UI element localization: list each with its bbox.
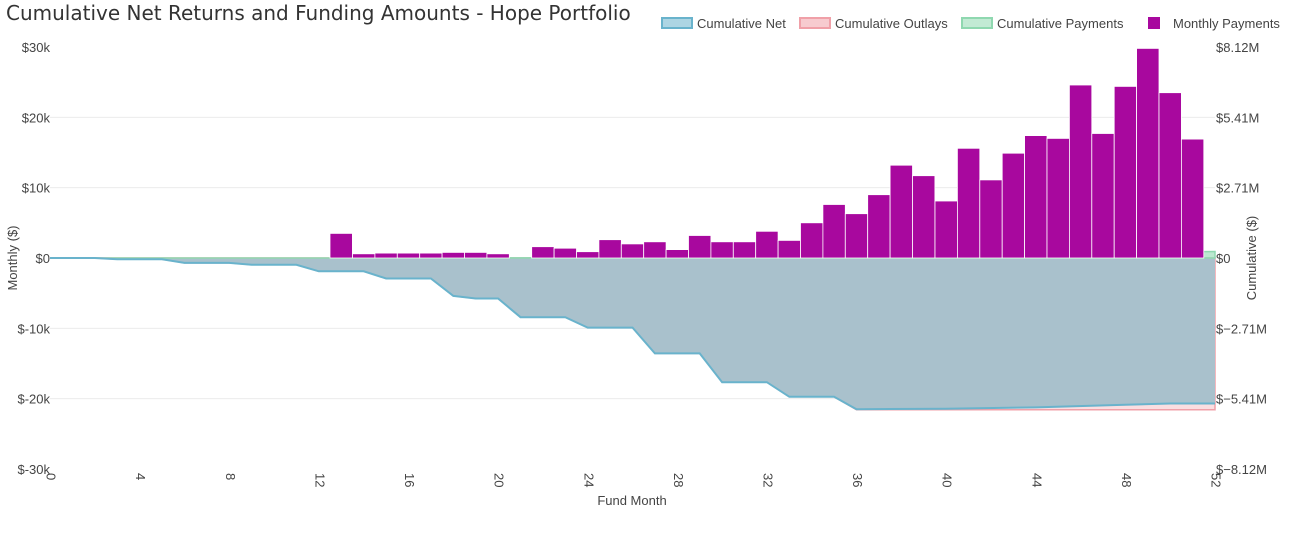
x-tick-label: 28 (671, 473, 686, 487)
monthly-payment-bar (419, 252, 443, 259)
left-tick-label: $-10k (17, 321, 50, 336)
right-tick-label: $−2.71M (1216, 321, 1267, 336)
monthly-bars (329, 48, 1205, 259)
monthly-payment-bar (553, 247, 577, 259)
monthly-payment-bar (1046, 137, 1070, 259)
monthly-payment-bar (1158, 92, 1182, 259)
x-axis-ticks: 0 4 8 12 16 20 24 28 32 36 40 44 48 52 (44, 473, 1224, 487)
x-tick-label: 20 (492, 473, 507, 487)
legend: Cumulative Net Cumulative Outlays Cumulati… (661, 16, 1280, 31)
cumulative-net-line (50, 257, 1215, 411)
x-axis-title: Fund Month (597, 493, 666, 508)
monthly-payment-bar (329, 232, 353, 259)
monthly-payment-bar (1001, 152, 1026, 259)
x-tick-label: 0 (44, 473, 59, 480)
right-tick-label: $2.71M (1216, 181, 1259, 196)
left-tick-label: $-20k (17, 392, 50, 407)
monthly-payment-bar (1091, 133, 1115, 259)
monthly-payment-bar (576, 251, 600, 259)
monthly-payment-bar (777, 239, 801, 259)
legend-swatch (661, 17, 693, 29)
x-tick-label: 16 (402, 473, 417, 487)
monthly-payment-bar (912, 175, 936, 259)
monthly-payment-bar (867, 194, 891, 259)
monthly-payment-bar (441, 251, 465, 259)
legend-swatch (1148, 17, 1160, 29)
monthly-payment-bar (979, 179, 1003, 259)
monthly-payment-bar (643, 241, 667, 259)
left-tick-label: $20k (22, 110, 51, 125)
monthly-payment-bar (688, 235, 712, 259)
monthly-payment-bar (957, 147, 981, 259)
x-tick-label: 4 (133, 473, 148, 480)
monthly-payment-bar (755, 230, 779, 259)
x-tick-label: 24 (581, 473, 596, 487)
cumulative-areas (50, 250, 1216, 411)
monthly-payment-bar (710, 241, 734, 259)
left-tick-label: $10k (22, 181, 51, 196)
monthly-payment-bar (352, 253, 376, 259)
monthly-payment-bar (844, 213, 869, 259)
monthly-payment-bar (934, 200, 958, 259)
left-axis-ticks: $30k $20k $10k $0 $-10k $-20k $-30k (17, 40, 50, 477)
monthly-payment-bar (486, 253, 510, 259)
left-tick-label: $30k (22, 40, 51, 55)
left-tick-label: $0 (36, 251, 50, 266)
monthly-payment-bar (822, 204, 846, 259)
right-tick-label: $0 (1216, 251, 1230, 266)
right-axis-ticks: $8.12M $5.41M $2.71M $0 $−2.71M $−5.41M $−8.12… (1216, 40, 1267, 477)
monthly-payment-bar (1069, 84, 1093, 259)
x-tick-label: 32 (760, 473, 775, 487)
monthly-payment-bar (464, 251, 488, 259)
monthly-payment-bar (1181, 138, 1205, 259)
x-tick-label: 44 (1029, 473, 1044, 487)
left-axis-title: Monthly ($) (5, 225, 20, 290)
x-tick-label: 8 (223, 473, 238, 480)
left-tick-label: $-30k (17, 462, 50, 477)
x-tick-label: 52 (1209, 473, 1224, 487)
right-tick-label: $8.12M (1216, 40, 1259, 55)
right-axis-title: Cumulative ($) (1244, 216, 1259, 301)
monthly-payment-bar (889, 164, 913, 259)
cumulative-net-area (50, 258, 1215, 410)
legend-label: Cumulative Payments (997, 16, 1124, 31)
legend-label: Monthly Payments (1173, 16, 1280, 31)
right-tick-label: $5.41M (1216, 110, 1259, 125)
monthly-payment-bar (598, 239, 622, 259)
right-tick-label: $−8.12M (1216, 462, 1267, 477)
monthly-payment-bar (374, 252, 398, 259)
x-tick-label: 48 (1119, 473, 1134, 487)
monthly-payment-bar (665, 249, 689, 259)
chart-title: Cumulative Net Returns and Funding Amoun… (6, 1, 631, 25)
legend-swatch (961, 17, 993, 29)
monthly-payment-bar (531, 246, 555, 259)
legend-label: Cumulative Outlays (835, 16, 948, 31)
monthly-payment-bar (1113, 86, 1137, 259)
legend-swatch (799, 17, 831, 29)
x-tick-label: 12 (312, 473, 327, 487)
monthly-payment-bar (396, 252, 421, 259)
monthly-payment-bar (732, 241, 757, 259)
monthly-payment-bar (1136, 48, 1160, 259)
legend-label: Cumulative Net (697, 16, 786, 31)
right-tick-label: $−5.41M (1216, 392, 1267, 407)
x-tick-label: 40 (940, 473, 955, 487)
monthly-payment-bar (800, 222, 824, 259)
monthly-payment-bar (620, 243, 645, 259)
monthly-payment-bar (1024, 135, 1048, 259)
cumulative-lines (50, 257, 1215, 411)
x-tick-label: 36 (850, 473, 865, 487)
